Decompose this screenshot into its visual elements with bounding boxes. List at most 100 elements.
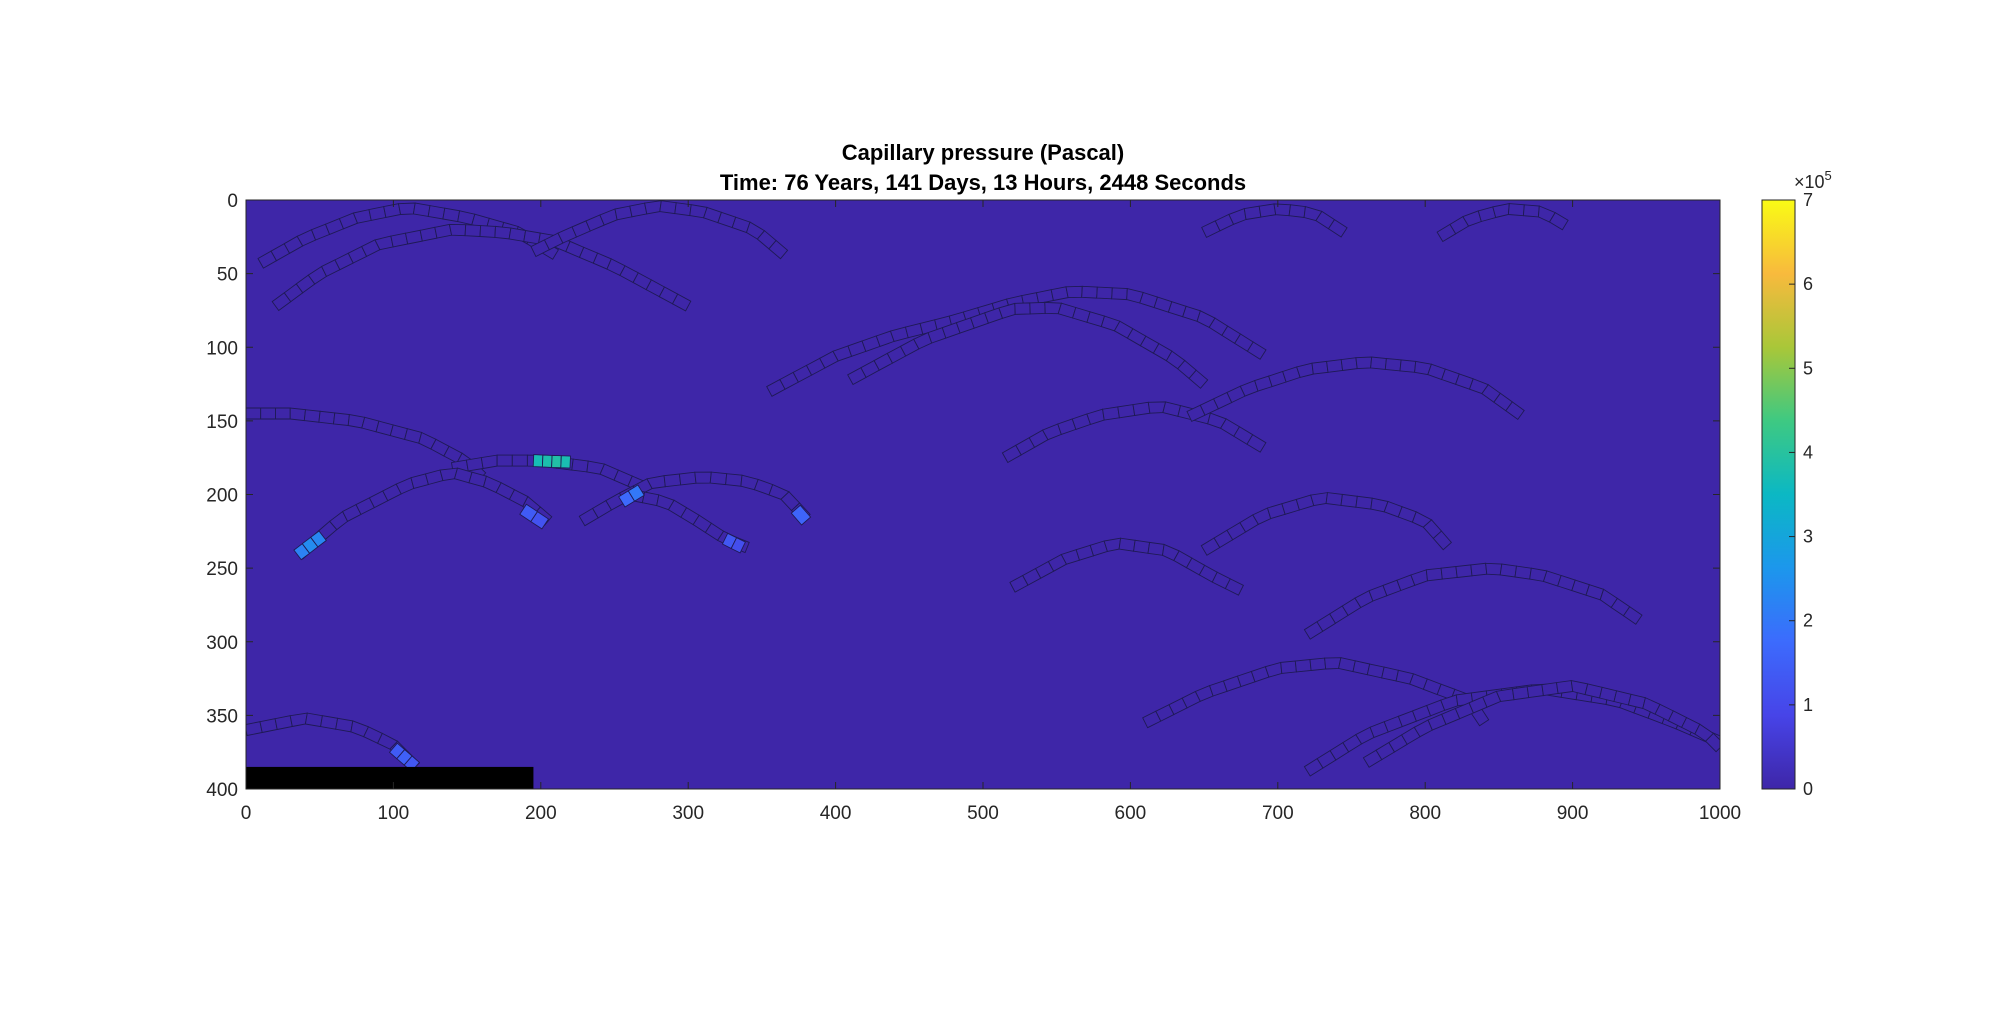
fracture-cell [790, 504, 812, 526]
fracture-cell [465, 457, 484, 472]
x-tick-label: 1000 [1699, 803, 1741, 824]
fracture-cell [678, 471, 697, 486]
colorbar-tick-label: 2 [1803, 611, 1813, 631]
fracture-cell [1340, 357, 1358, 372]
fracture-cell [1081, 285, 1098, 299]
fracture-cell [1440, 566, 1458, 580]
fracture-cell [1340, 493, 1358, 508]
fracture-cell [1273, 203, 1292, 217]
plot-area [246, 200, 1720, 789]
fracture-cell [464, 224, 482, 237]
fracture-cell [1246, 434, 1267, 453]
fracture-cell [448, 223, 467, 237]
fracture-cell [1258, 203, 1277, 218]
fracture-cell [1132, 401, 1151, 417]
fracture-cell [1425, 567, 1443, 582]
fracture-cell [1147, 541, 1165, 556]
colorbar-tick-label: 6 [1803, 274, 1813, 294]
fracture-cell [1294, 659, 1312, 673]
x-tick-label: 100 [378, 803, 410, 824]
fracture-cell [1622, 606, 1643, 625]
fracture-cell [1014, 302, 1031, 315]
fracture-cell [442, 207, 461, 223]
fracture-cell [318, 410, 336, 425]
fracture-cell [644, 200, 662, 215]
fracture-cell [246, 407, 262, 420]
x-tick-label: 900 [1557, 803, 1589, 824]
fracture-cell [1224, 578, 1245, 596]
colorbar-tick-label: 7 [1803, 190, 1813, 210]
fracture-cell [1511, 686, 1530, 701]
fracture-cell [1499, 563, 1518, 578]
x-tick-label: 800 [1409, 803, 1441, 824]
fracture-cell [560, 455, 571, 469]
fracture-cell [320, 715, 339, 730]
fracture-cell [1325, 492, 1343, 506]
fracture-cell [260, 407, 276, 420]
chart-title: Capillary pressure (Pascal) [842, 140, 1124, 165]
fracture-cell [1399, 359, 1417, 373]
x-tick-label: 700 [1262, 803, 1294, 824]
fracture-cell [1370, 356, 1387, 370]
fracture-cell [304, 712, 323, 728]
fracture-cell [1384, 358, 1402, 372]
fracture-cell [480, 454, 498, 470]
fracture-cell [494, 225, 512, 240]
colorbar-gradient [1761, 199, 1796, 790]
fracture-cell [246, 721, 263, 737]
fracture-cell [1288, 204, 1306, 219]
fracture-cell [1280, 660, 1297, 674]
fracture-cell [1505, 401, 1525, 421]
fracture-cell [1432, 530, 1453, 551]
fracture-cell [523, 229, 541, 245]
x-tick-label: 300 [672, 803, 704, 824]
fracture-cell [412, 202, 431, 217]
fracture-layer [246, 200, 1720, 777]
injection-well-block [246, 766, 534, 789]
fracture-cell [1522, 204, 1540, 218]
fracture-cell [1133, 539, 1151, 554]
fracture-cell [1485, 562, 1503, 576]
y-tick-label: 150 [206, 412, 238, 433]
fracture-cell [434, 223, 453, 239]
fracture-cell [663, 473, 682, 488]
y-tick-label: 250 [206, 559, 238, 580]
fracture-cell [1355, 356, 1373, 370]
fracture-cell [530, 510, 550, 530]
fracture-cell [404, 229, 423, 245]
fracture-cell [1065, 285, 1083, 299]
fracture-cell [674, 202, 692, 217]
fracture-cell [511, 454, 528, 467]
colorbar-multiplier-exponent: 5 [1825, 168, 1832, 183]
fracture-cell [289, 407, 306, 422]
fracture-cell [627, 484, 645, 502]
fracture-cell [274, 715, 293, 731]
fracture-cell [479, 225, 496, 238]
fracture-cell [1514, 565, 1532, 580]
fracture-cell [551, 454, 562, 469]
fracture-cell [1455, 564, 1473, 578]
fracture-cell [1111, 287, 1128, 301]
fracture-cell [1311, 360, 1329, 375]
fracture-cell [1102, 406, 1120, 421]
fracture-cell [383, 203, 402, 218]
fracture-cell [659, 200, 677, 215]
fracture-cell [629, 202, 648, 218]
fracture-cell [335, 717, 354, 733]
x-tick-label: 600 [1115, 803, 1147, 824]
fracture-cell [1309, 657, 1327, 671]
fracture-cell [1470, 562, 1488, 577]
y-tick-label: 0 [227, 191, 238, 212]
x-axis: 0 100 200 300 400 500 600 700 800 900 1000 [241, 200, 1741, 824]
y-tick-label: 400 [206, 780, 238, 801]
y-tick-label: 100 [206, 338, 238, 359]
fracture-cell [1035, 289, 1054, 305]
fracture-cell [694, 471, 712, 484]
fracture-cell [1704, 732, 1720, 753]
fracture-cell [541, 454, 553, 468]
fracture-cell [1526, 684, 1544, 699]
fracture-cell [1310, 492, 1329, 507]
y-tick-label: 200 [206, 486, 238, 507]
